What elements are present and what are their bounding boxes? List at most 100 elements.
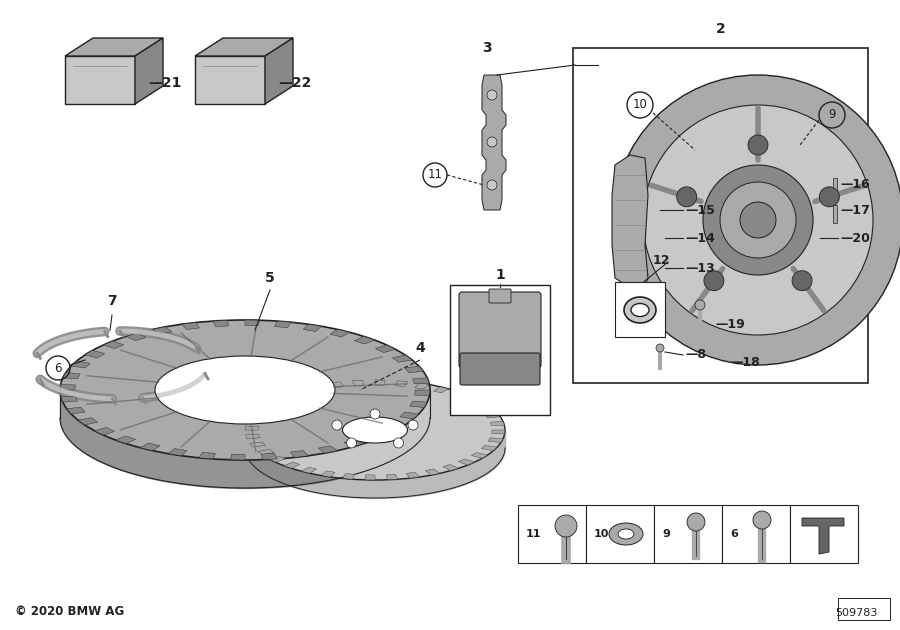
Polygon shape: [63, 372, 80, 379]
Circle shape: [740, 202, 776, 238]
Circle shape: [753, 511, 771, 529]
Polygon shape: [464, 398, 481, 404]
Polygon shape: [319, 446, 338, 453]
Polygon shape: [330, 329, 350, 337]
Text: 9: 9: [662, 529, 670, 539]
Bar: [833, 205, 837, 223]
Polygon shape: [406, 472, 419, 478]
Circle shape: [487, 90, 497, 100]
Bar: [518, 505, 586, 563]
Bar: [615, 282, 665, 337]
Circle shape: [487, 137, 497, 147]
Text: 7: 7: [107, 294, 117, 308]
Polygon shape: [302, 467, 317, 473]
Polygon shape: [60, 384, 76, 390]
Ellipse shape: [624, 297, 656, 323]
Polygon shape: [85, 350, 104, 358]
Polygon shape: [67, 407, 86, 414]
FancyBboxPatch shape: [459, 292, 541, 368]
Ellipse shape: [245, 380, 505, 480]
Bar: [790, 505, 858, 563]
Polygon shape: [213, 320, 229, 326]
Circle shape: [393, 438, 403, 448]
Polygon shape: [245, 320, 259, 326]
Polygon shape: [443, 464, 459, 471]
Polygon shape: [182, 323, 200, 329]
Circle shape: [677, 187, 697, 207]
Text: 6: 6: [54, 362, 62, 374]
Text: 6: 6: [730, 529, 738, 539]
Text: —20: —20: [840, 231, 870, 244]
Polygon shape: [246, 434, 260, 438]
Polygon shape: [292, 389, 307, 396]
Polygon shape: [385, 422, 405, 430]
Polygon shape: [275, 395, 292, 401]
Polygon shape: [199, 452, 215, 459]
Circle shape: [643, 105, 873, 335]
Text: 11: 11: [526, 529, 542, 539]
Text: 12: 12: [652, 253, 670, 266]
Polygon shape: [247, 418, 262, 422]
Polygon shape: [405, 366, 423, 373]
Polygon shape: [249, 442, 266, 447]
Circle shape: [555, 515, 577, 537]
Text: 4: 4: [415, 341, 425, 355]
Text: —13: —13: [685, 261, 715, 275]
Text: —15: —15: [685, 203, 715, 217]
Polygon shape: [135, 38, 163, 104]
Polygon shape: [434, 387, 448, 393]
Polygon shape: [612, 155, 648, 288]
Text: 10: 10: [594, 529, 609, 539]
Polygon shape: [415, 383, 429, 389]
Text: © 2020 BMW AG: © 2020 BMW AG: [15, 605, 124, 618]
Text: —14: —14: [685, 231, 715, 244]
FancyBboxPatch shape: [460, 353, 540, 385]
Ellipse shape: [618, 529, 634, 539]
Circle shape: [687, 513, 705, 531]
Polygon shape: [364, 475, 375, 480]
Circle shape: [408, 420, 418, 430]
Polygon shape: [230, 454, 245, 460]
Circle shape: [487, 180, 497, 190]
Polygon shape: [265, 38, 293, 104]
Text: 9: 9: [828, 108, 836, 122]
Polygon shape: [195, 56, 265, 104]
Text: —16: —16: [840, 178, 869, 192]
Circle shape: [704, 271, 724, 290]
Polygon shape: [61, 396, 77, 402]
Polygon shape: [472, 452, 488, 458]
FancyBboxPatch shape: [489, 289, 511, 303]
Polygon shape: [366, 432, 387, 439]
Text: 3: 3: [482, 41, 491, 55]
Ellipse shape: [155, 356, 335, 424]
Polygon shape: [458, 459, 474, 465]
Polygon shape: [104, 341, 123, 348]
Polygon shape: [65, 56, 135, 104]
Circle shape: [613, 75, 900, 365]
Bar: [573, 48, 868, 383]
Polygon shape: [257, 449, 274, 455]
Polygon shape: [353, 381, 364, 386]
Polygon shape: [291, 450, 309, 457]
Polygon shape: [491, 430, 505, 434]
Polygon shape: [261, 454, 277, 460]
Ellipse shape: [60, 320, 430, 460]
Ellipse shape: [609, 523, 643, 545]
Polygon shape: [355, 336, 374, 344]
Polygon shape: [489, 438, 503, 442]
Bar: [722, 505, 790, 563]
Polygon shape: [343, 474, 355, 479]
Polygon shape: [426, 469, 440, 475]
Text: —17: —17: [840, 203, 870, 217]
Polygon shape: [400, 412, 419, 419]
Text: —21: —21: [148, 76, 182, 90]
Text: —22: —22: [278, 76, 311, 90]
Polygon shape: [126, 333, 146, 341]
Polygon shape: [269, 456, 285, 462]
Polygon shape: [303, 324, 321, 331]
Text: 10: 10: [633, 98, 647, 112]
Text: 11: 11: [428, 168, 443, 181]
Polygon shape: [375, 380, 385, 385]
Bar: [450, 285, 550, 415]
Polygon shape: [274, 321, 292, 328]
